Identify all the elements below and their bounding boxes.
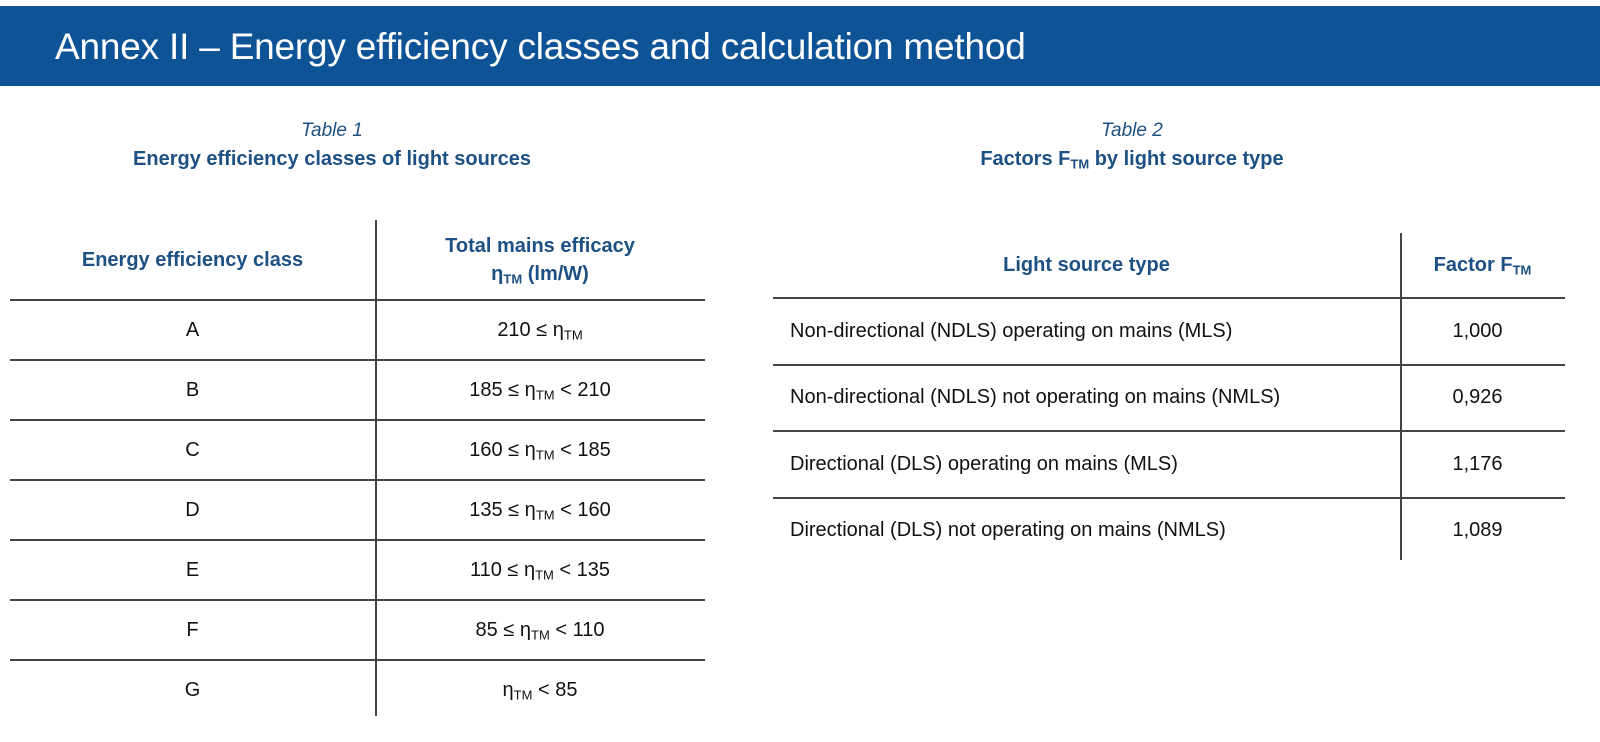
efficacy-cell: 210 ≤ ηTM [375,319,705,342]
row-divider [10,359,705,361]
row-divider [773,297,1565,299]
row-divider [773,430,1565,432]
efficacy-text: < 135 [553,558,611,581]
efficacy-text: < 110 [549,618,605,641]
title-part: Factors F [980,148,1071,170]
row-divider [10,659,705,661]
table1-title: Energy efficiency classes of light sourc… [133,148,531,170]
row-divider [10,599,705,601]
efficacy-text: 210 ≤ η [497,318,564,341]
table2-col2-header: Factor FTM [1400,254,1565,277]
subscript: TM [531,626,550,642]
efficacy-text: η [502,678,514,701]
subscript: TM [535,386,555,402]
table-row: A 210 ≤ ηTM [10,300,705,360]
title-banner: Annex II – Energy efficiency classes and… [0,6,1600,86]
row-divider [10,419,705,421]
row-divider [10,299,705,301]
row-divider [773,363,1565,366]
efficacy-cell: ηTM < 85 [375,679,705,702]
subscript: TM [1512,262,1532,278]
col2-header-line1: Total mains efficacy [445,235,635,257]
table1-label: Table 1 [301,120,363,141]
efficacy-cell: 160 ≤ ηTM < 185 [375,439,705,462]
type-cell: Directional (DLS) not operating on mains… [790,519,1226,541]
class-cell: A [185,318,200,341]
factor-cell: 1,000 [1452,319,1503,342]
subscript: TM [1070,156,1090,172]
table1-header: Energy efficiency class Total mains effi… [10,220,705,300]
row-divider [10,479,705,481]
table-row: Directional (DLS) not operating on mains… [773,498,1565,564]
table2-col1-header: Light source type [1003,254,1170,276]
efficacy-text: < 185 [554,438,611,461]
type-cell: Non-directional (NDLS) not operating on … [790,386,1281,408]
table1: Energy efficiency class Total mains effi… [10,220,705,720]
type-cell: Directional (DLS) operating on mains (ML… [790,452,1178,475]
table-row: F 85 ≤ ηTM < 110 [10,600,705,660]
eta-symbol: η [491,263,504,285]
efficacy-cell: 110 ≤ ηTM < 135 [375,559,705,582]
efficacy-text: 85 ≤ η [475,618,531,641]
efficacy-text: 110 ≤ η [469,558,536,581]
table2-label: Table 2 [1101,120,1163,141]
subscript: TM [535,506,555,522]
class-cell: B [185,378,200,401]
efficacy-cell: 185 ≤ ηTM < 210 [375,379,705,402]
subscript: TM [563,326,583,342]
table-row: D 135 ≤ ηTM < 160 [10,480,705,540]
subscript: TM [535,446,555,462]
efficacy-cell: 135 ≤ ηTM < 160 [375,499,705,522]
unit: (lm/W) [522,263,589,285]
class-cell: F [186,618,199,641]
table-row: G ηTM < 85 [10,660,705,720]
table1-col1-header: Energy efficiency class [81,248,304,271]
page-title: Annex II – Energy efficiency classes and… [55,26,1026,67]
table2-title: Factors FTM by light source type [832,144,1432,174]
title-part: by light source type [1089,148,1284,170]
row-divider [773,496,1565,499]
table-row: Non-directional (NDLS) not operating on … [773,365,1565,431]
table1-caption: Table 1 Energy efficiency classes of lig… [32,118,632,174]
table2-caption: Table 2 Factors FTM by light source type [832,118,1432,174]
class-cell: E [185,558,200,581]
type-cell: Non-directional (NDLS) operating on main… [790,319,1233,342]
class-cell: C [185,438,200,461]
efficacy-text: 160 ≤ η [469,438,536,461]
subscript: TM [513,686,533,702]
table-row: E 110 ≤ ηTM < 135 [10,540,705,600]
efficacy-cell: 85 ≤ ηTM < 110 [375,619,705,642]
table2: Light source type Factor FTM Non-directi… [773,233,1565,563]
table-row: C 160 ≤ ηTM < 185 [10,420,705,480]
factor-cell: 0,926 [1452,386,1503,408]
table-row: Non-directional (NDLS) operating on main… [773,298,1565,364]
table-row: B 185 ≤ ηTM < 210 [10,360,705,420]
header-text: Factor F [1433,254,1513,276]
table1-col2-header: Total mains efficacy ηTM (lm/W) [375,232,705,288]
class-cell: D [185,498,200,521]
efficacy-text: < 210 [554,378,611,401]
subscript: TM [503,271,523,287]
efficacy-text: < 160 [554,498,611,521]
subscript: TM [535,566,554,582]
table-row: Directional (DLS) operating on mains (ML… [773,431,1565,497]
class-cell: G [184,678,201,701]
factor-cell: 1,176 [1452,452,1503,475]
factor-cell: 1,089 [1452,519,1503,541]
efficacy-text: < 85 [532,678,578,701]
table2-header: Light source type Factor FTM [773,233,1565,298]
row-divider [10,539,705,541]
efficacy-text: 185 ≤ η [469,378,536,401]
efficacy-text: 135 ≤ η [469,498,536,521]
